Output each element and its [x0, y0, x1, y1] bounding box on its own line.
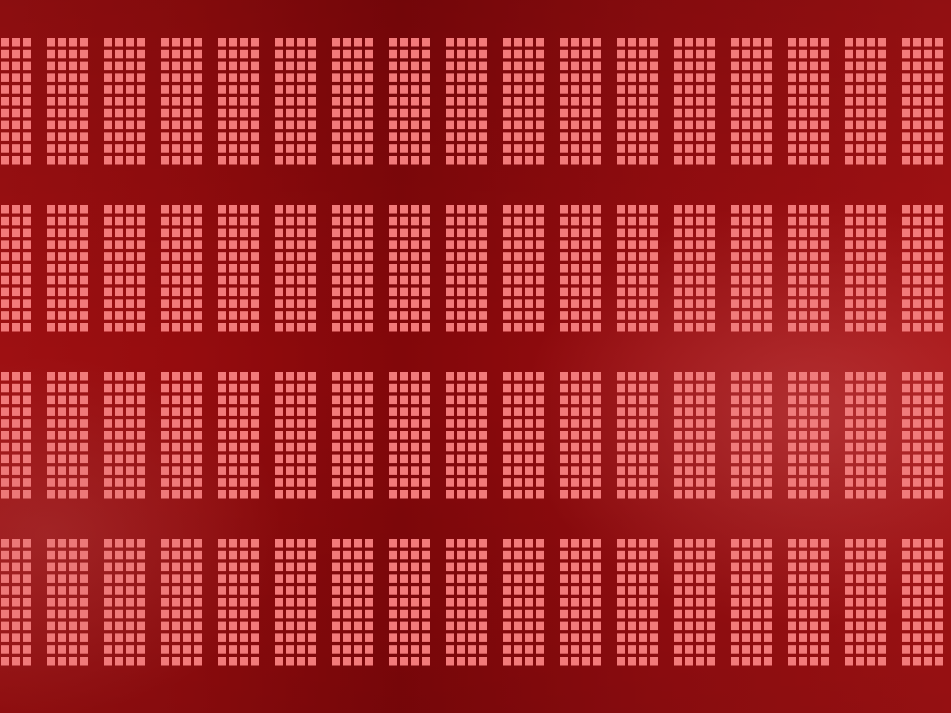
background-pattern	[0, 0, 951, 713]
glow	[0, 0, 951, 713]
page: {} (() => { const data = JSON.pa	[0, 0, 951, 713]
